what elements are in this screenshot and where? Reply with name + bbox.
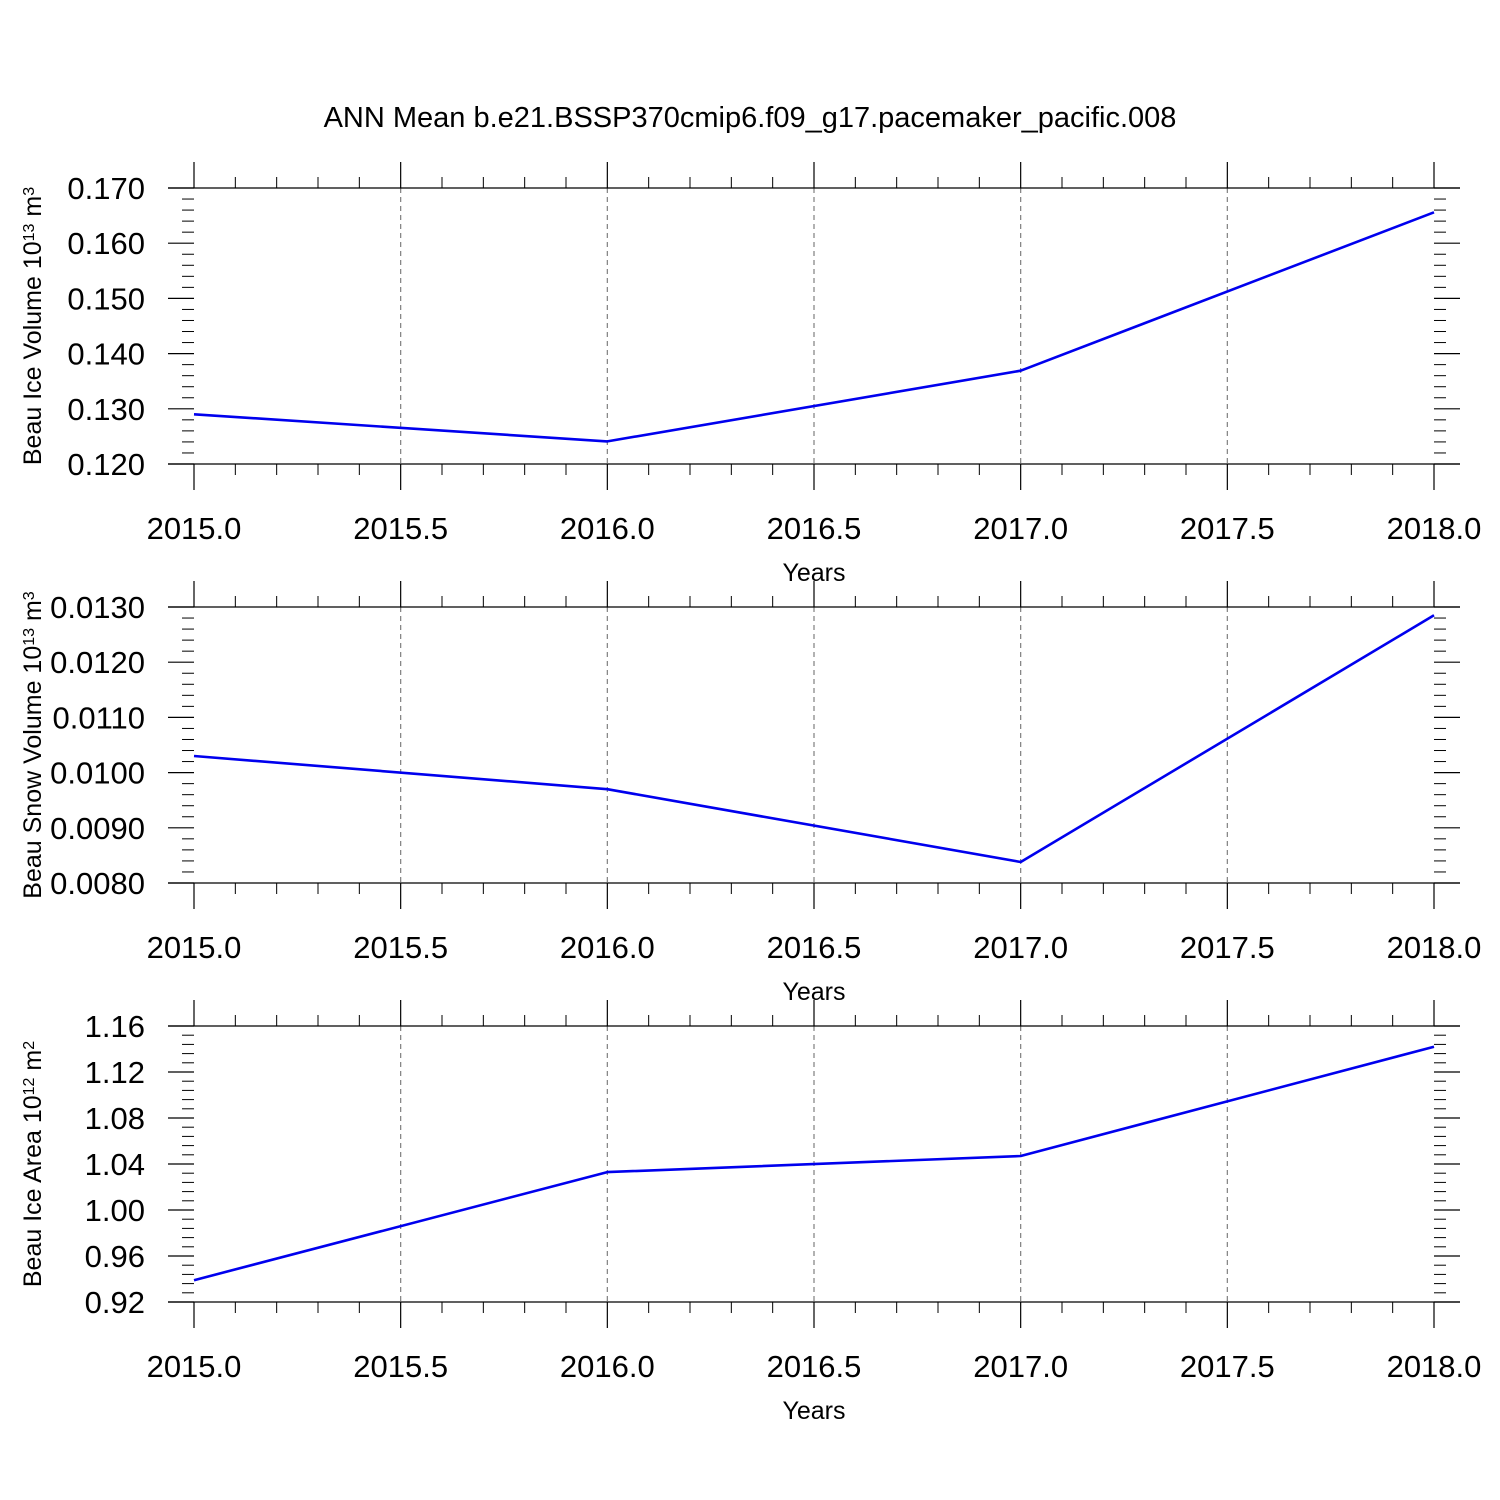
y-axis-label-part: m bbox=[19, 1050, 47, 1078]
x-tick-label: 2016.5 bbox=[767, 1349, 862, 1384]
figure-title: ANN Mean b.e21.BSSP370cmip6.f09_g17.pace… bbox=[324, 102, 1177, 134]
x-tick-label: 2015.5 bbox=[353, 1349, 448, 1384]
y-tick-label: 0.140 bbox=[67, 337, 145, 372]
y-tick-label: 0.120 bbox=[67, 447, 145, 482]
x-tick-label: 2016.5 bbox=[767, 930, 862, 965]
y-axis-label-superscript: 12 bbox=[21, 1077, 38, 1095]
y-tick-label: 0.92 bbox=[85, 1285, 145, 1320]
y-tick-label: 0.150 bbox=[67, 281, 145, 316]
x-tick-label: 2017.5 bbox=[1180, 511, 1275, 546]
y-axis-label: Beau Ice Area 1012 m2 bbox=[19, 1041, 47, 1287]
x-tick-label: 2017.0 bbox=[973, 1349, 1068, 1384]
x-tick-label: 2015.0 bbox=[147, 930, 242, 965]
x-tick-label: 2017.0 bbox=[973, 930, 1068, 965]
y-tick-label: 1.16 bbox=[85, 1009, 145, 1044]
y-axis-label-part: Beau Ice Volume 10 bbox=[19, 241, 47, 465]
y-tick-label: 0.96 bbox=[85, 1239, 145, 1274]
y-axis-label-part: m bbox=[19, 196, 47, 224]
x-tick-label: 2015.0 bbox=[147, 1349, 242, 1384]
x-tick-label: 2017.5 bbox=[1180, 1349, 1275, 1384]
x-tick-label: 2018.0 bbox=[1387, 1349, 1482, 1384]
panel-1: 2015.0 2015.5 2016.0 2016.5 2017.0 2017.5 2018… bbox=[19, 162, 1481, 587]
y-axis-label-superscript: 13 bbox=[21, 223, 38, 241]
x-tick-label: 2015.5 bbox=[353, 511, 448, 546]
panels: 2015.0 2015.5 2016.0 2016.5 2017.0 2017.5 2018… bbox=[19, 162, 1481, 1425]
y-tick-label: 0.0080 bbox=[50, 866, 145, 901]
x-tick-label: 2015.0 bbox=[147, 511, 242, 546]
y-tick-label: 0.130 bbox=[67, 392, 145, 427]
x-tick-label: 2018.0 bbox=[1387, 511, 1482, 546]
y-axis-label-superscript: 3 bbox=[21, 591, 38, 600]
series-line bbox=[193, 1045, 1435, 1282]
x-tick-label: 2016.0 bbox=[560, 511, 655, 546]
panel-2: 2015.0 2015.5 2016.0 2016.5 2017.0 2017.5 2018… bbox=[19, 581, 1481, 1006]
x-tick-label: 2015.5 bbox=[353, 930, 448, 965]
y-tick-label: 1.08 bbox=[85, 1101, 145, 1136]
y-tick-label: 0.0120 bbox=[50, 645, 145, 680]
y-axis-label-part: Beau Ice Area 10 bbox=[19, 1095, 47, 1287]
y-axis-label-superscript: 2 bbox=[21, 1041, 38, 1050]
series-line bbox=[193, 614, 1435, 864]
y-axis-label-part: Beau Snow Volume 10 bbox=[19, 646, 47, 899]
x-tick-label: 2017.5 bbox=[1180, 930, 1275, 965]
y-tick-label: 0.170 bbox=[67, 171, 145, 206]
series-line bbox=[193, 211, 1435, 443]
x-axis-label: Years bbox=[782, 1397, 845, 1425]
y-axis-label: Beau Snow Volume 1013 m3 bbox=[19, 591, 47, 899]
x-tick-label: 2017.0 bbox=[973, 511, 1068, 546]
y-axis-label-superscript: 13 bbox=[21, 628, 38, 646]
y-tick-label: 1.04 bbox=[85, 1147, 145, 1182]
y-tick-label: 0.0110 bbox=[52, 700, 145, 735]
panel-3: 2015.0 2015.5 2016.0 2016.5 2017.0 2017.5 2018… bbox=[19, 1000, 1481, 1425]
x-tick-label: 2016.0 bbox=[560, 1349, 655, 1384]
y-tick-label: 0.0130 bbox=[50, 590, 145, 625]
y-tick-label: 0.0090 bbox=[50, 811, 145, 846]
y-axis-label-part: m bbox=[19, 600, 47, 628]
y-tick-label: 0.0100 bbox=[50, 756, 145, 791]
y-axis-label-superscript: 3 bbox=[21, 187, 38, 196]
y-tick-label: 1.12 bbox=[85, 1055, 145, 1090]
y-axis-label: Beau Ice Volume 1013 m3 bbox=[19, 187, 47, 465]
x-tick-label: 2016.5 bbox=[767, 511, 862, 546]
y-tick-label: 0.160 bbox=[67, 226, 145, 261]
x-tick-label: 2018.0 bbox=[1387, 930, 1482, 965]
y-tick-label: 1.00 bbox=[85, 1193, 145, 1228]
x-tick-label: 2016.0 bbox=[560, 930, 655, 965]
